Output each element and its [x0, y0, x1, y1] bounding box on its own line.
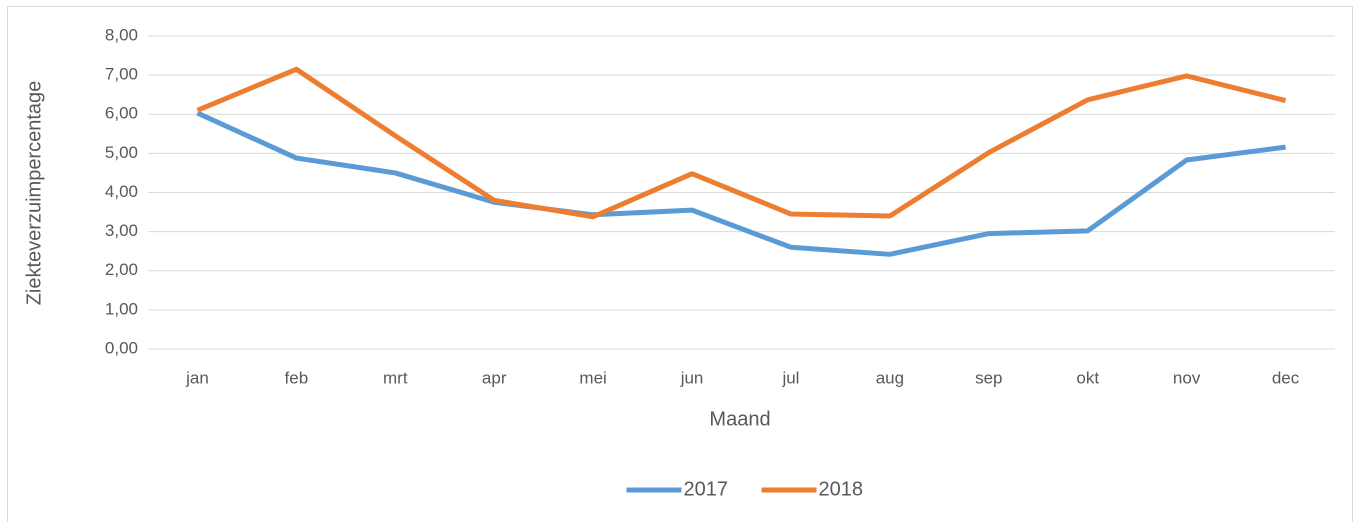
- y-tick-label: 6,00: [105, 104, 138, 123]
- y-tick-label: 7,00: [105, 65, 138, 84]
- x-tick-label: nov: [1173, 368, 1201, 387]
- line-series: [196, 110, 1286, 257]
- x-tick-label: okt: [1076, 368, 1099, 387]
- y-tick-label: 4,00: [105, 182, 138, 201]
- x-tick-label: jan: [185, 368, 209, 387]
- legend-label: 2017: [684, 478, 729, 500]
- chart-frame: [7, 6, 1353, 522]
- y-tick-label: 1,00: [105, 299, 138, 318]
- x-tick-label: dec: [1272, 368, 1300, 387]
- y-tick-label: 8,00: [105, 25, 138, 44]
- x-tick-label: jun: [680, 368, 704, 387]
- x-tick-label: mei: [579, 368, 606, 387]
- line-series: [196, 66, 1287, 220]
- x-axis-label: Maand: [709, 408, 770, 430]
- legend-label: 2018: [819, 478, 864, 500]
- x-tick-label: apr: [482, 368, 507, 387]
- x-tick-label: feb: [285, 368, 309, 387]
- y-tick-label: 3,00: [105, 221, 138, 240]
- y-axis-label: Ziekteverzuimpercentage: [23, 81, 45, 306]
- y-tick-label: 0,00: [105, 338, 138, 357]
- x-tick-label: sep: [975, 368, 1002, 387]
- y-tick-label: 2,00: [105, 260, 138, 279]
- x-tick-label: jul: [781, 368, 799, 387]
- x-tick-label: mrt: [383, 368, 408, 387]
- x-tick-label: aug: [876, 368, 904, 387]
- y-tick-label: 5,00: [105, 143, 138, 162]
